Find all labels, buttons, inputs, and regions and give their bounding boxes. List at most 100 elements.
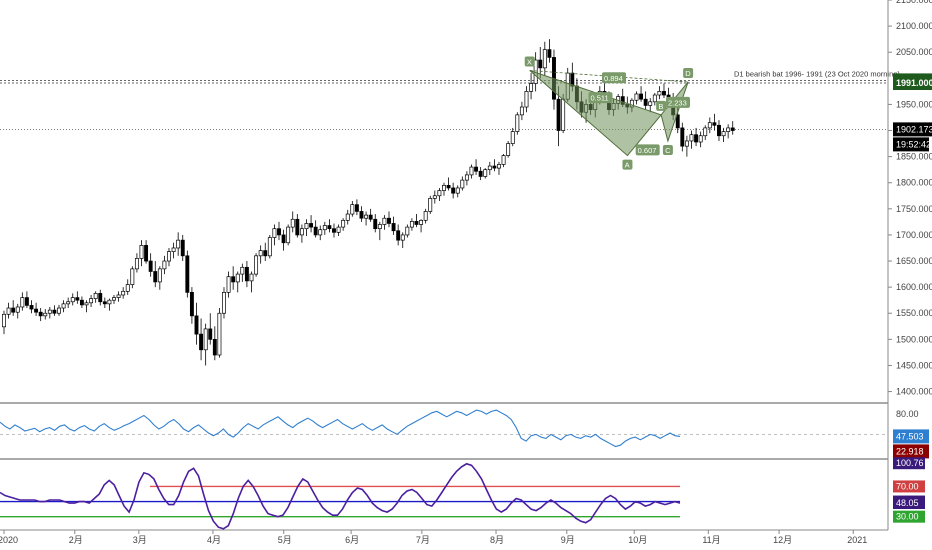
candle [689,130,694,149]
candle [648,98,653,113]
time-tick-label: 5月 [278,535,292,545]
candle-body [43,312,48,317]
candle [2,310,6,335]
stoch-tag-4 [893,510,925,523]
candle-body [139,245,144,259]
candle-body [492,165,497,169]
time-tick-label: 9月 [561,535,575,545]
candle-body [176,239,181,249]
candle-body [391,223,396,232]
candle-body [460,179,465,189]
candle-body [501,155,506,165]
candle [57,304,61,316]
candle-body [20,297,25,308]
candle-body [409,221,414,228]
candle-body [254,255,259,275]
candle [519,101,524,121]
candle-body [423,211,428,221]
candle [144,240,149,264]
candle-body [263,250,268,257]
candle [341,218,346,231]
candle [167,247,171,267]
candle [98,289,103,306]
candle [657,86,662,100]
candle [510,127,515,147]
candle [38,308,43,322]
candle-body [272,228,277,238]
candle [107,298,112,311]
candle [24,291,29,309]
candle-body [6,307,11,315]
candle-body [203,328,208,351]
candle [400,232,405,248]
candle [258,245,263,264]
stoch-rsi-panel[interactable] [0,462,681,530]
candle [235,271,240,293]
candle [89,294,94,307]
rsi-panel[interactable] [0,409,888,448]
time-tick-label: 3月 [133,535,147,545]
candle-body [368,214,373,220]
candle-body [47,309,52,314]
price-tick-label: 1450.000 [896,360,932,370]
candle-body [57,307,61,314]
candle [217,308,222,358]
candle [437,187,442,201]
candle [295,214,300,238]
candle [121,287,126,299]
pattern-point-label: A [625,161,630,170]
candle [249,271,254,293]
candle-body [286,226,291,244]
candle [382,215,387,230]
candle-body [712,122,717,126]
candle-body [185,255,190,293]
candle [726,124,731,139]
price-tick-label: 2050.000 [896,47,932,57]
candle-body [657,91,662,96]
candle [162,255,167,275]
candle-body [89,298,94,304]
candle-body [377,224,382,230]
price-tick-label: 2100.000 [896,21,932,31]
price-tick-label: 1950.000 [896,99,932,109]
candle [460,176,465,191]
pattern-point-label: X [527,57,532,66]
candle-body [102,301,107,305]
pattern-point-badge [524,56,535,67]
candle [680,122,685,152]
time-tick-label: 12月 [773,535,792,545]
candle [286,224,291,246]
candle-body [707,122,712,129]
candle-body [130,268,135,285]
candle [712,113,717,131]
candle [684,135,689,157]
candle-body [98,293,103,303]
time-tick-label: 2月 [69,535,83,545]
price-axis[interactable]: 2150.0002100.0002050.0001950.0001900.000… [888,0,932,523]
pattern-point-badge [662,144,673,155]
candle-body [515,114,520,132]
candle [254,253,259,277]
candle-body [726,127,731,132]
candle-body [244,266,249,282]
candle [79,296,84,309]
candle-body [717,124,721,137]
candle-body [382,217,387,225]
candle-body [405,226,410,236]
pattern-xd [529,70,689,83]
candle-body [487,165,492,171]
candle-body [24,297,29,306]
candle-body [11,307,16,313]
stoch-tag-1 [893,480,925,493]
candle [277,221,281,241]
candle [272,224,277,246]
price-tick-label: 1750.000 [896,204,932,214]
candle [506,140,511,158]
candle-body [547,49,552,58]
candle [703,125,708,140]
time-axis[interactable]: 2020 2月 3月 4月 5月 6月 7月 8月 9月 10月 11月 12月 2021 [0,530,867,545]
candle [332,223,336,238]
candle [281,229,286,251]
candle-body [455,187,460,194]
candle-body [721,131,726,137]
